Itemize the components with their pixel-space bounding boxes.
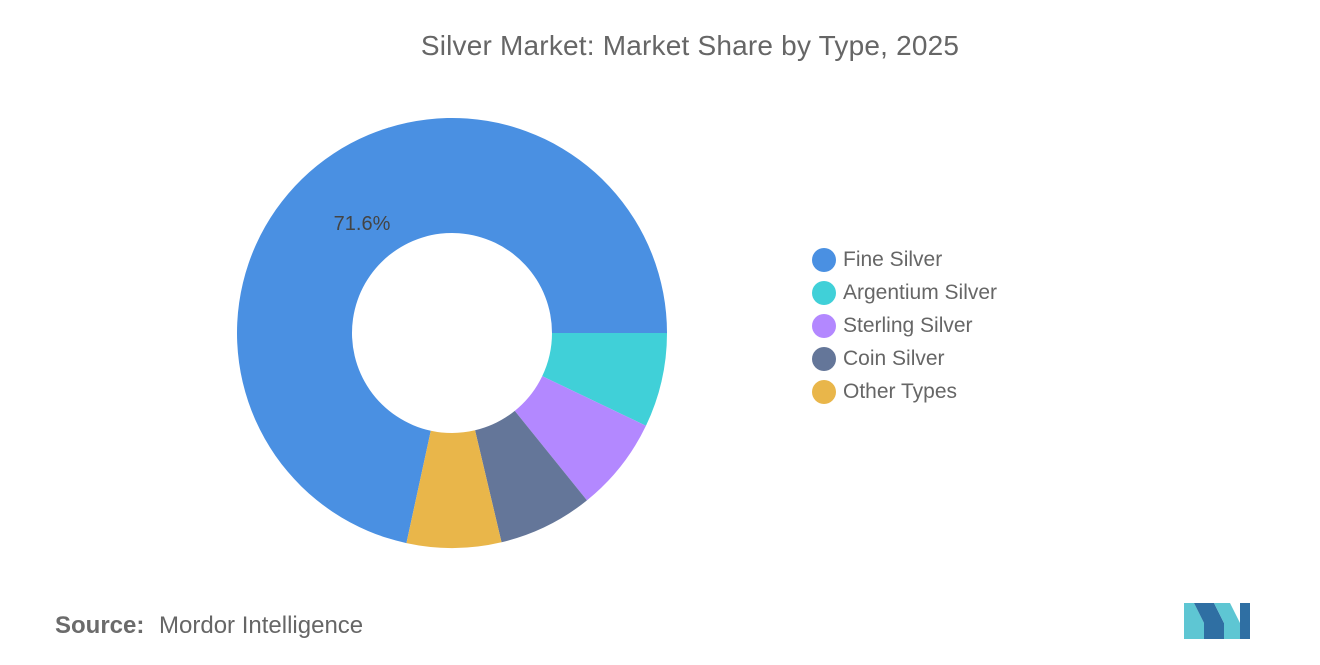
slice-coin-silver bbox=[475, 410, 587, 543]
mordor-intelligence-logo-icon bbox=[1184, 603, 1250, 639]
legend-swatch-other-types bbox=[812, 379, 836, 404]
legend-item-coin-silver: Coin Silver bbox=[812, 342, 997, 375]
legend-swatch-argentium-silver bbox=[812, 280, 836, 305]
legend-swatch-sterling-silver bbox=[812, 313, 836, 338]
legend-label-other-types: Other Types bbox=[843, 379, 958, 403]
source-label: Source: bbox=[55, 612, 145, 639]
legend-swatch-coin-silver bbox=[812, 346, 836, 371]
slice-fine-silver bbox=[237, 118, 667, 544]
legend-label-argentium-silver: Argentium Silver bbox=[843, 280, 998, 304]
legend-label-coin-silver: Coin Silver bbox=[843, 346, 945, 370]
legend-item-fine-silver: Fine Silver bbox=[812, 243, 997, 276]
slice-sterling-silver bbox=[514, 376, 646, 501]
legend-label-fine-silver: Fine Silver bbox=[843, 247, 943, 271]
slice-other-types bbox=[406, 430, 502, 548]
legend-item-other-types: Other Types bbox=[812, 375, 997, 408]
chart-title: Silver Market: Market Share by Type, 202… bbox=[420, 30, 960, 61]
data-label-fine-silver: 71.6% bbox=[334, 213, 391, 235]
legend-swatch-fine-silver bbox=[812, 247, 836, 272]
chart-legend: Fine Silver Argentium Silver Sterling Silv… bbox=[812, 243, 997, 408]
legend-item-argentium-silver: Argentium Silver bbox=[812, 276, 997, 309]
legend-item-sterling-silver: Sterling Silver bbox=[812, 309, 997, 342]
source-note: Source: Mordor Intelligence bbox=[55, 612, 363, 640]
legend-label-sterling-silver: Sterling Silver bbox=[843, 313, 973, 337]
source-text: Mordor Intelligence bbox=[159, 612, 364, 639]
slice-argentium-silver bbox=[542, 333, 667, 426]
